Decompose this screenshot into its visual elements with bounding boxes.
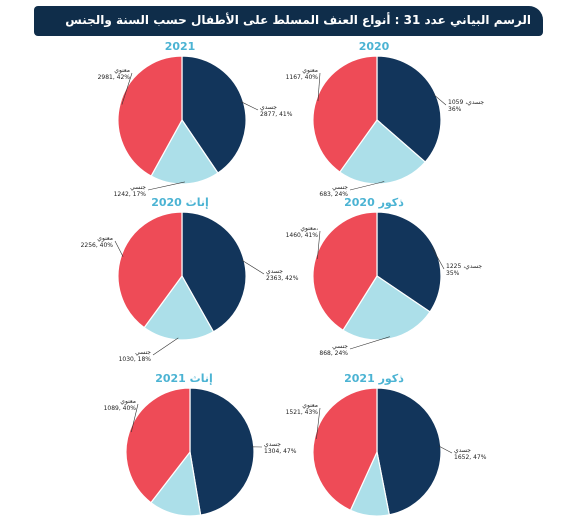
slice-label-name: جسدي، 1059: [448, 99, 484, 106]
slice-label-name: جسدي: [266, 268, 283, 275]
slice-label-value: 683, 24%: [319, 191, 348, 198]
pie-slice-physical: [376, 211, 442, 313]
slice-label-value: 2363, 42%: [266, 275, 299, 282]
pie-slice-physical: [376, 55, 442, 163]
label-leader-line: [114, 240, 124, 257]
label-leader-line: [147, 181, 185, 191]
slice-label-name: معنوي: [302, 402, 318, 409]
label-leader-line: [121, 72, 133, 105]
slice-label-name: معنوي: [97, 235, 113, 242]
slice-label-name: جنسي: [135, 349, 151, 356]
label-leader-line: [316, 407, 321, 439]
slice-label-value: 1652, 47%: [454, 454, 487, 461]
slice-label-value: 1030, 18%: [119, 356, 152, 363]
page-title: الرسم البياني عدد 31 : أنواع العنف المسل…: [65, 13, 531, 27]
slice-label-name: معنوي،: [300, 225, 318, 232]
label-leader-line: [431, 246, 445, 270]
slice-label-value: 1521, 43%: [286, 409, 319, 416]
pie-title: ذكور 2020: [344, 196, 404, 209]
pie-slice-sexual: [338, 119, 427, 185]
slice-label-name: جسدي: [454, 447, 471, 454]
pie-title: إناث 2020: [151, 196, 209, 209]
label-leader-line: [131, 403, 139, 433]
slice-label-name: جسدي: [264, 441, 281, 448]
slice-label-value: 2256, 40%: [81, 242, 114, 249]
label-leader-line: [241, 260, 265, 275]
pie-slice-psychological: [312, 387, 378, 512]
slice-label-value: 36%: [448, 106, 462, 113]
slice-label-name: جسدي، 1225: [446, 263, 482, 270]
label-leader-line: [433, 94, 447, 106]
pie-slice-physical: [181, 211, 247, 333]
slice-label-value: 868, 24%: [319, 350, 348, 357]
slice-label-value: 1089, 40%: [104, 405, 137, 412]
slice-label-value: 35%: [446, 270, 460, 277]
pie-slice-physical: [181, 55, 247, 174]
label-leader-line: [349, 181, 385, 191]
slice-label-value: 1167, 40%: [286, 74, 319, 81]
label-leader-line: [317, 230, 321, 259]
pie-slice-psychological: [117, 211, 183, 329]
pie-slice-sexual: [150, 118, 219, 185]
pie-title: 2020: [359, 40, 390, 53]
label-leader-line: [317, 72, 321, 102]
pie-slice-physical: [189, 387, 255, 516]
label-leader-line: [152, 337, 179, 356]
pie-slice-sexual: [342, 275, 431, 341]
pie-slice-psychological: [125, 387, 191, 504]
label-leader-line: [438, 445, 453, 454]
slice-label-name: جسدي: [260, 104, 277, 111]
pie-slice-psychological: [312, 211, 378, 332]
pie-title: 2021: [165, 40, 196, 53]
slice-label-name: جنسي: [332, 184, 348, 191]
slice-label-name: جنسي: [332, 343, 348, 350]
pie-title: إناث 2021: [155, 372, 213, 385]
slice-label-name: جنسي: [130, 184, 146, 191]
pie-title: ذكور 2021: [344, 372, 404, 385]
pie-slice-psychological: [117, 55, 183, 177]
slice-label-name: معنوي: [120, 398, 136, 405]
slice-label-value: 1304, 47%: [264, 448, 297, 455]
slice-label-value: 2877, 41%: [260, 111, 293, 118]
pie-slice-physical: [376, 387, 442, 516]
pie-slice-psychological: [312, 55, 378, 173]
chart-header-bar: الرسم البياني عدد 31 : أنواع العنف المسل…: [34, 6, 543, 36]
slice-label-value: 2981, 42%: [98, 74, 131, 81]
slice-label-value: 1242, 17%: [114, 191, 147, 198]
slice-label-name: معنوي: [114, 67, 130, 74]
slice-label-name: معنوي: [302, 67, 318, 74]
slice-label-value: 1460, 41%: [286, 232, 319, 239]
label-leader-line: [349, 336, 390, 350]
label-leader-line: [241, 101, 259, 111]
pie-slice-sexual: [143, 274, 215, 341]
